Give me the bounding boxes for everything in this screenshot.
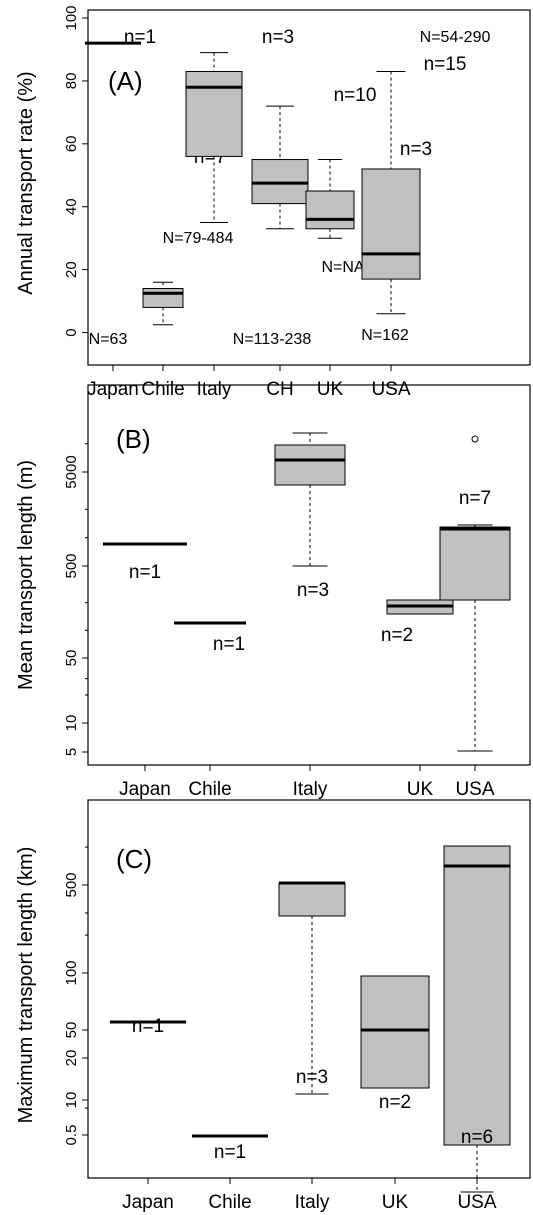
x-tick-label: Chile [188, 779, 231, 800]
y-tick-label: 500 [63, 872, 80, 897]
n-label: n=2 [379, 1092, 411, 1113]
x-tick-label: USA [455, 779, 494, 800]
n-label: n=15 [424, 54, 467, 75]
box-usa: n=6 [443, 845, 511, 1193]
box-italy: n=3 [274, 432, 346, 601]
iqr-box [361, 168, 421, 280]
x-tick-label: Italy [197, 379, 232, 400]
y-tick-label: 0 [63, 328, 80, 336]
y-axis-label: Annual transport rate (%) [15, 71, 37, 294]
box-uk: n=2 [360, 975, 430, 1113]
x-tick-label: USA [457, 1192, 496, 1213]
n-label: n=2 [381, 625, 413, 646]
chart-panel-2: 5 10 50 500 5000 Mean transport length (m) (B)… [15, 384, 531, 800]
y-tick-label: 20 [63, 1050, 80, 1067]
plot-frame [87, 799, 531, 1179]
box-usa: n=7 [439, 435, 511, 752]
plot-frame [87, 384, 531, 766]
y-axis-label: Mean transport length (m) [15, 460, 37, 690]
box-japan: n=1 [103, 542, 187, 583]
y-tick-label: 40 [63, 198, 80, 215]
box-usa: n=15 N=54-290 [361, 29, 491, 315]
box-uk: n=3 N=162 [305, 139, 432, 344]
iqr-box [278, 882, 346, 917]
y-tick-label: 10 [63, 715, 80, 732]
y-tick-label: 50 [63, 650, 80, 667]
iqr-box [274, 444, 346, 486]
N-label: N=113-238 [233, 331, 312, 348]
y-tick-label: 500 [63, 553, 80, 578]
n-label: n=1 [124, 27, 156, 48]
x-tick-label: UK [317, 379, 344, 400]
y-tick-label: 5000 [63, 455, 80, 488]
iqr-box [439, 526, 511, 601]
n-label: n=1 [132, 1016, 164, 1037]
box-japan: n=1 [110, 1016, 186, 1037]
x-tick-label: Chile [141, 379, 184, 400]
n-label: n=3 [400, 139, 432, 160]
n-label: n=1 [129, 562, 161, 583]
box-chile: n=7N=79-484 [142, 147, 234, 326]
chart-panel-3: 0.5 10 20 50 100 500 Maximum transport length … [15, 799, 531, 1213]
box-japan: n=1 N=63 [85, 27, 156, 348]
y-tick-label: 10 [63, 1092, 80, 1109]
box-ch: n=10 N=NA [251, 85, 377, 276]
y-tick-label: 20 [63, 261, 80, 278]
x-tick-label: USA [371, 379, 410, 400]
n-label: n=6 [461, 1127, 493, 1148]
y-tick-label: 100 [63, 960, 80, 985]
panel-label: (A) [108, 66, 143, 96]
x-tick-label: Japan [87, 379, 139, 400]
N-label: N=54-290 [420, 29, 491, 46]
box-italy: n=3 N=113-238 [185, 27, 312, 348]
x-tick-label: CH [266, 379, 293, 400]
outlier-point [471, 435, 479, 443]
n-label: n=1 [214, 1142, 246, 1163]
box-italy: n=3 [278, 881, 346, 1095]
x-tick-label: UK [382, 1192, 409, 1213]
N-label: N=79-484 [163, 230, 234, 247]
x-tick-label: Chile [208, 1192, 251, 1213]
x-tick-label: Italy [293, 779, 328, 800]
panel-label: (B) [116, 424, 151, 454]
y-tick-label: 0.5 [63, 1125, 80, 1146]
n-label: n=3 [262, 27, 294, 48]
chart-panel-1: 0 20 40 60 80 100 Annual transport rate (%) (A)… [15, 5, 531, 400]
n-label: n=10 [334, 85, 377, 106]
y-tick-label: 5 [63, 748, 80, 756]
x-tick-label: Japan [119, 779, 171, 800]
y-axis-label: Maximum transport length (km) [15, 847, 37, 1124]
n-label: n=3 [297, 580, 329, 601]
n-label: n=3 [296, 1067, 328, 1088]
n-label: n=1 [213, 634, 245, 655]
x-tick-label: Italy [295, 1192, 330, 1213]
iqr-box [251, 159, 309, 205]
box-chile: n=1 [174, 621, 246, 655]
N-label: N=162 [361, 327, 409, 344]
N-label: N=NA [321, 259, 364, 276]
box-uk: n=2 [381, 599, 454, 646]
iqr-box [142, 288, 184, 308]
y-tick-label: 50 [63, 1022, 80, 1039]
iqr-box [360, 975, 430, 1089]
plot-frame [87, 9, 531, 366]
iqr-box [185, 70, 243, 157]
n-label: n=7 [459, 488, 491, 509]
panel-label: (C) [116, 844, 152, 874]
y-tick-label: 80 [63, 73, 80, 90]
iqr-box [305, 190, 355, 230]
iqr-box [443, 845, 511, 1146]
x-tick-label: Japan [122, 1192, 174, 1213]
box-chile: n=1 [192, 1134, 268, 1163]
y-tick-label: 60 [63, 135, 80, 152]
N-label: N=63 [89, 331, 128, 348]
x-tick-label: UK [407, 779, 434, 800]
y-tick-label: 100 [63, 5, 80, 30]
